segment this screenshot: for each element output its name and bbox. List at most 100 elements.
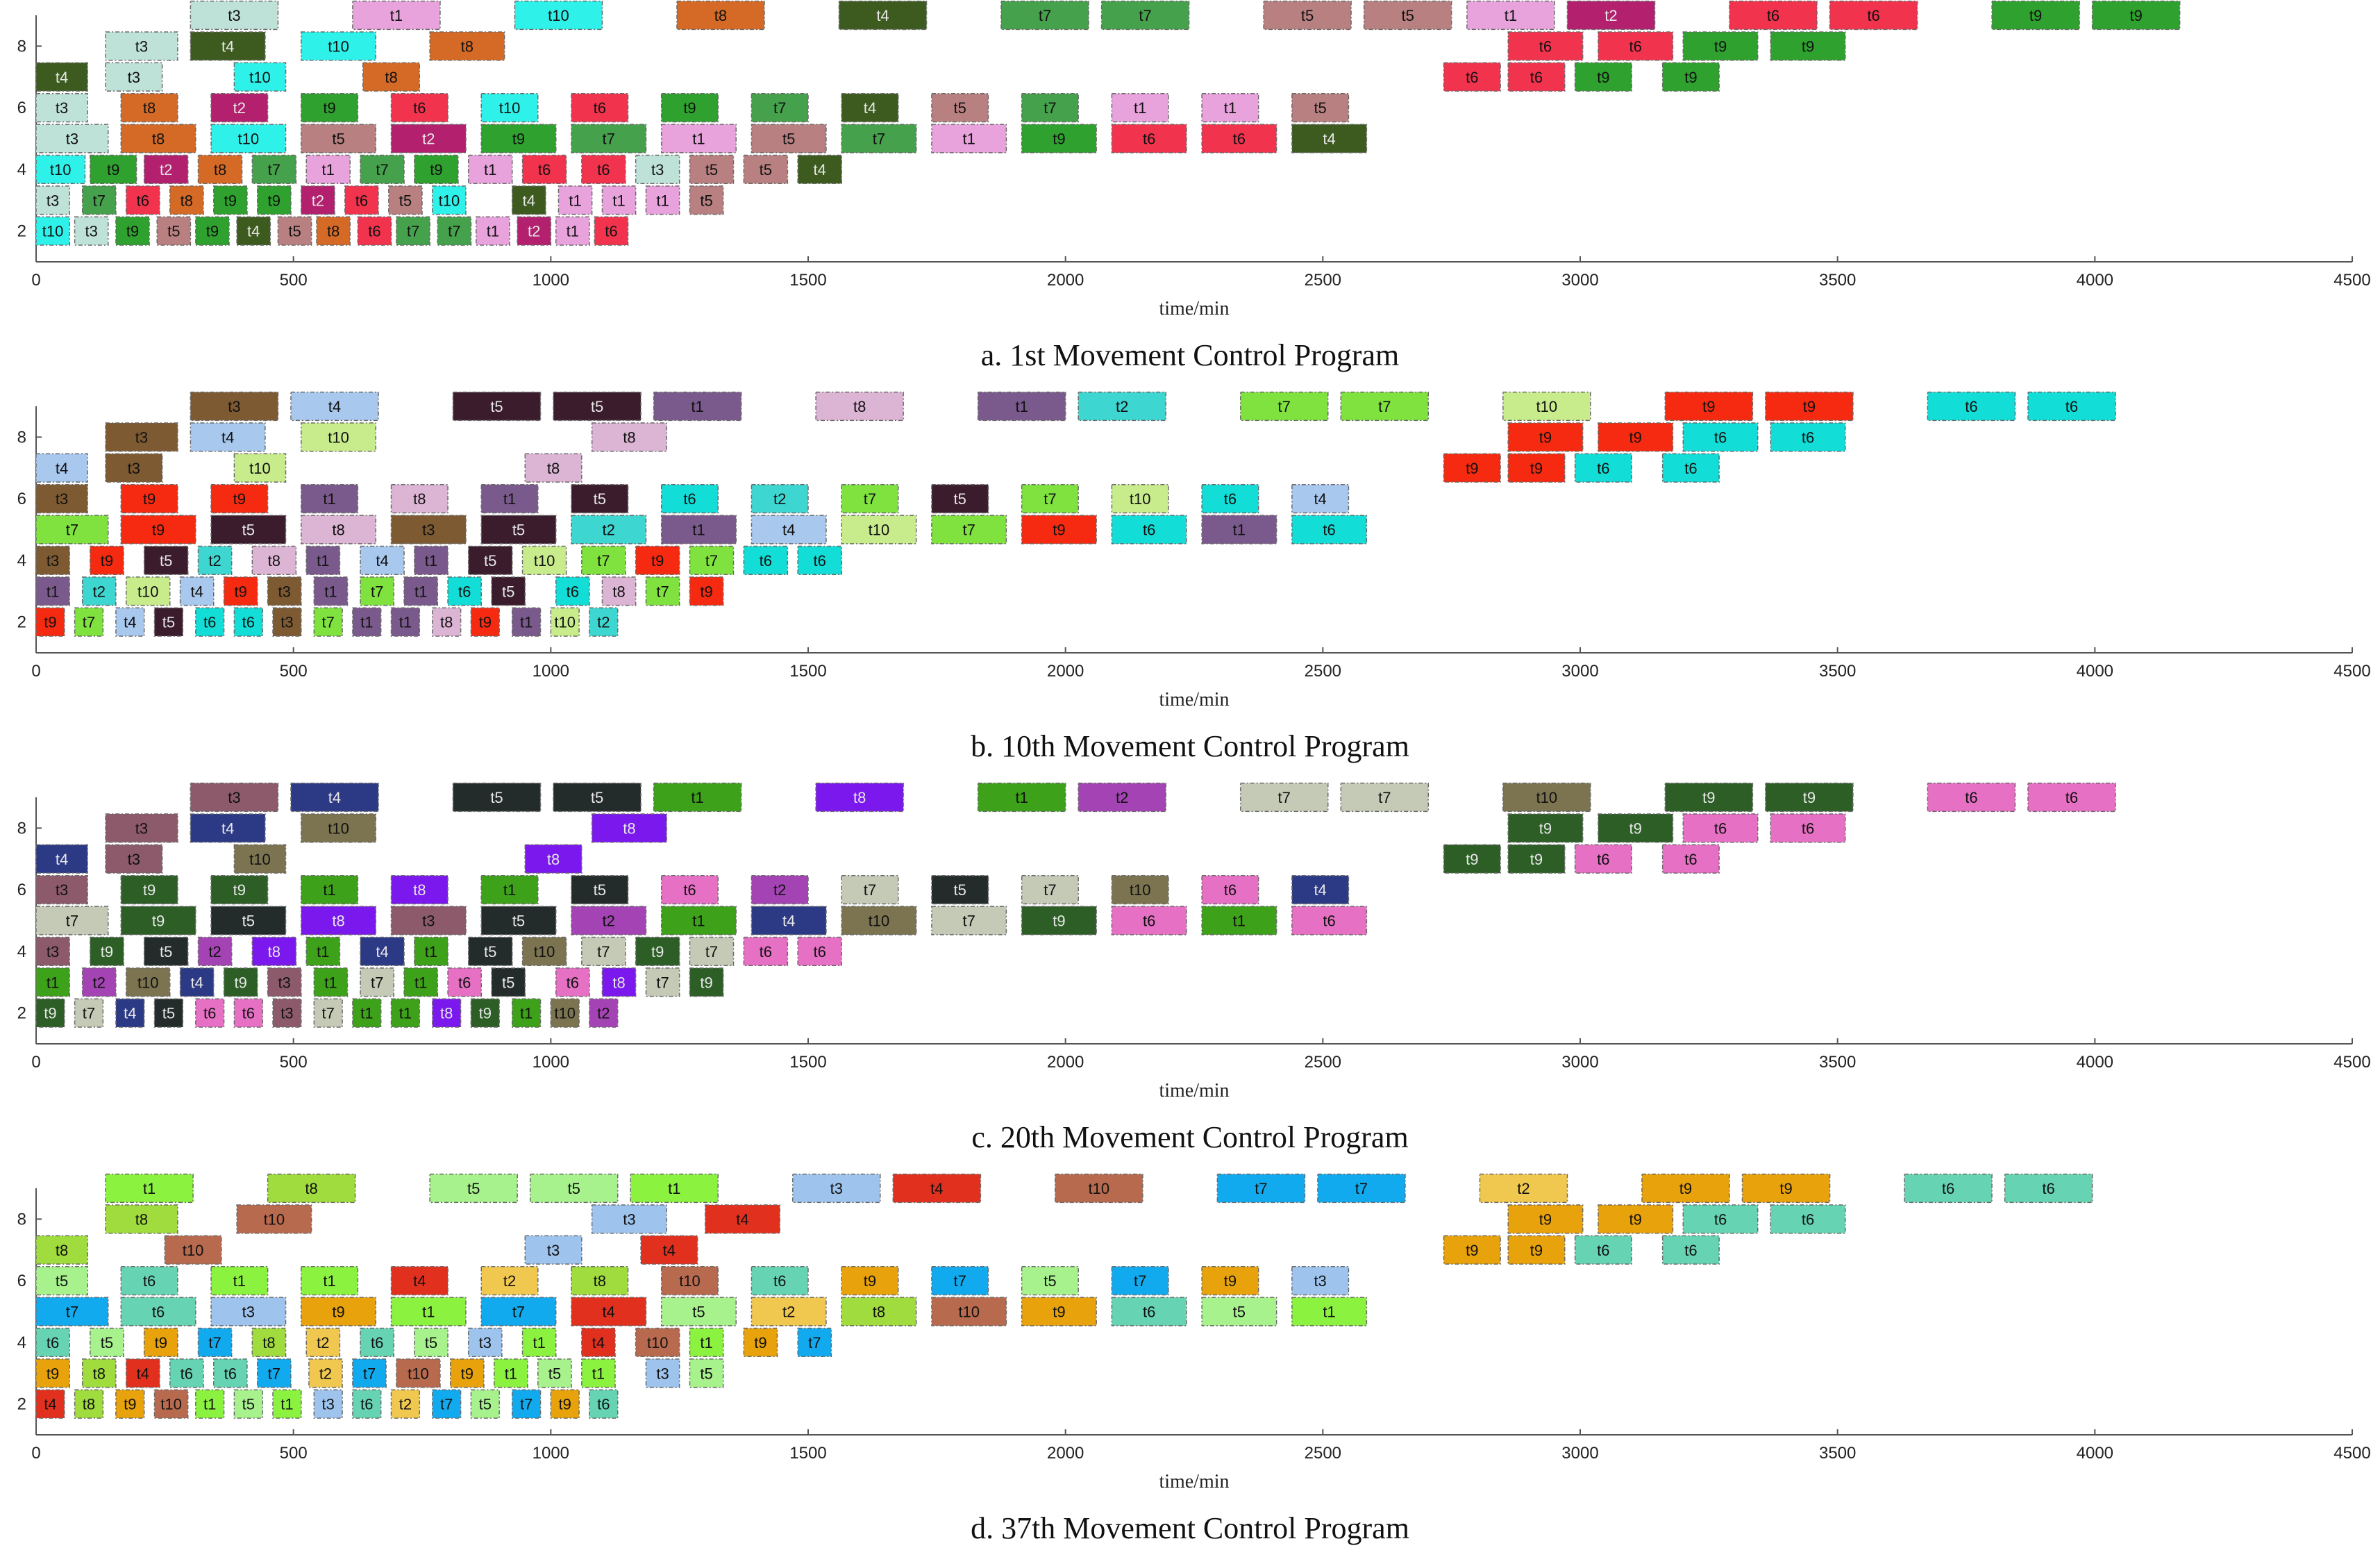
task-label: t1 [1505,7,1517,24]
task-label: t1 [592,1365,605,1382]
task-bar-t4: t4 [581,1327,616,1358]
task-bar-t10: t10 [521,936,567,967]
x-tick-label: 1500 [789,1053,826,1072]
task-label: t2 [208,943,221,960]
task-rect [360,545,405,576]
task-rect [1111,92,1169,123]
task-label: t6 [597,1396,610,1413]
task-bar-t6: t6 [233,607,263,637]
task-label: t8 [305,1180,317,1197]
task-label: t3 [322,1396,335,1413]
task-label: t4 [247,223,260,240]
caption-10th-program: b. 10th Movement Control Program [971,729,1409,763]
task-rect [290,391,379,422]
task-bar-t9: t9 [1598,422,1674,452]
task-rect [635,1327,680,1358]
task-rect [301,874,359,905]
task-bar-t6: t6 [1574,453,1632,483]
task-label: t2 [773,881,786,899]
task-label: t9 [1803,789,1816,806]
task-bar-t6: t6 [1661,1235,1720,1265]
task-bar-t1: t1 [630,1173,719,1204]
task-bar-t8: t8 [432,607,462,637]
task-label: t9 [152,522,165,539]
task-label: t9 [1053,1304,1065,1321]
task-bar-t2: t2 [390,124,467,153]
task-label: t3 [278,583,291,600]
task-bar-t9: t9 [35,1358,70,1388]
task-rect [35,515,109,544]
task-label: t1 [422,1304,435,1321]
task-label: t6 [203,614,216,631]
task-bar-t3: t3 [35,124,109,153]
y-tick-label: 4 [17,160,26,179]
task-rect [35,185,70,215]
task-rect [195,607,225,637]
task-rect [190,0,279,31]
task-rect [1201,1297,1277,1326]
task-bar-t1: t1 [301,1265,359,1296]
task-rect [1021,906,1097,935]
task-bar-t5: t5 [743,154,789,185]
task-bar-t8: t8 [591,422,667,452]
task-bar-t4: t4 [35,844,88,874]
task-rect [105,1173,194,1204]
task-label: t8 [612,583,625,600]
task-label: t3 [128,851,140,868]
task-rect [169,185,204,215]
task-label: t10 [1130,490,1151,508]
task-label: t6 [1323,913,1335,930]
task-label: t6 [567,583,579,600]
task-bar-t1: t1 [313,967,349,997]
task-rect [125,967,171,997]
task-rect [90,154,137,185]
task-rect [305,545,341,576]
task-label: t5 [1044,1272,1056,1290]
task-rect [1682,813,1759,843]
y-tick-label: 4 [17,1333,26,1352]
task-bar-t1: t1 [305,545,341,576]
task-rect [301,422,377,452]
task-bar-t8: t8 [35,1235,88,1265]
task-label: t4 [413,1272,426,1290]
task-rect [305,936,341,967]
task-rect [630,1173,719,1204]
task-label: t7 [376,161,388,178]
task-rect [1201,1265,1259,1296]
task-rect [210,874,269,905]
task-rect [480,1265,539,1296]
task-bar-t7: t7 [1021,92,1079,123]
task-label: t5 [288,223,301,240]
task-bar-t10: t10 [514,0,603,31]
task-label: t9 [47,1365,59,1382]
task-rect [514,0,603,31]
task-rect [197,154,243,185]
task-rect [35,1297,109,1326]
task-rect [313,967,349,997]
task-label: t9 [1802,38,1814,55]
task-label: t1 [322,161,335,178]
task-bar-t8: t8 [601,576,637,606]
task-label: t7 [520,1396,533,1413]
task-bar-t6: t6 [120,1265,178,1296]
task-label: t9 [155,1334,167,1351]
task-rect [581,1327,616,1358]
x-tick-label: 0 [31,662,40,681]
task-label: t8 [440,1005,453,1022]
y-tick-label: 8 [17,428,26,447]
task-bar-t1: t1 [977,391,1066,422]
task-bar-t8: t8 [571,1265,629,1296]
task-rect [197,936,233,967]
x-tick-label: 4000 [2077,662,2113,681]
task-label: t1 [47,583,59,600]
task-label: t6 [1867,7,1879,24]
task-rect [390,998,421,1028]
task-rect [35,1389,65,1419]
task-label: t9 [143,881,156,899]
task-bar-t2: t2 [480,1265,539,1296]
task-rect [352,1358,387,1388]
task-bar-t7: t7 [571,124,647,153]
task-label: t8 [181,192,193,209]
task-rect [1574,844,1632,874]
task-label: t5 [56,1272,68,1290]
